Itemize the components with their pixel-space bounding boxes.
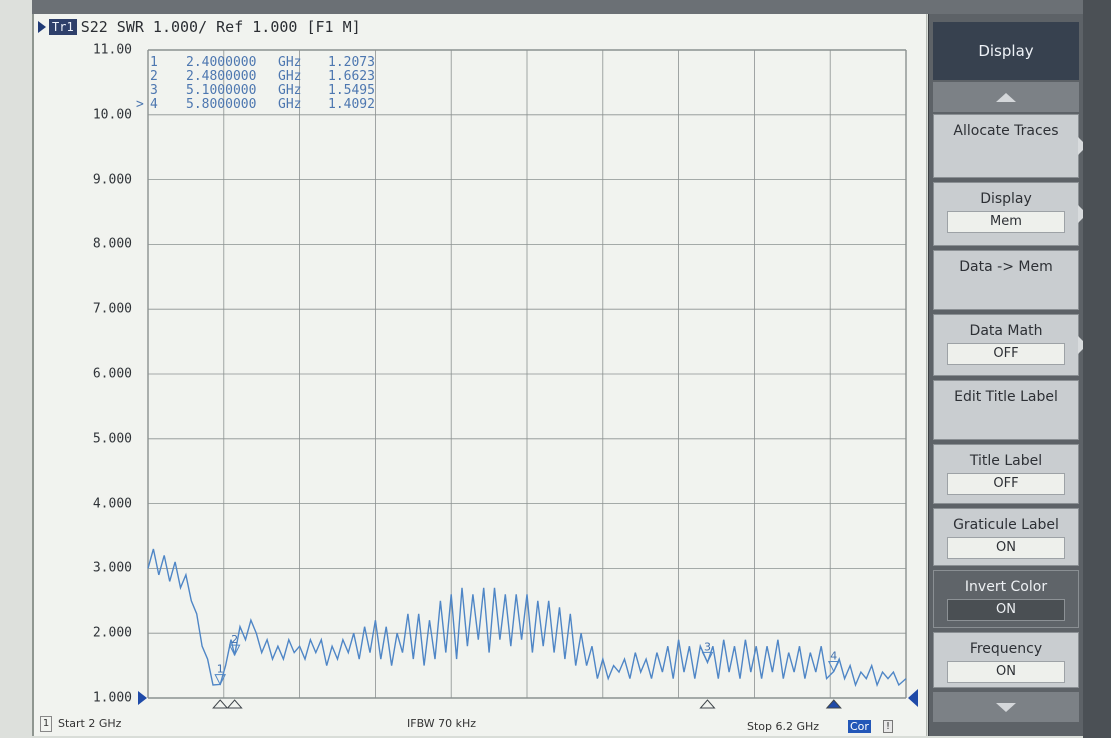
marker-icon	[701, 651, 714, 664]
marker-value: 1.2073	[328, 55, 375, 70]
marker-id: 1	[150, 55, 158, 70]
trace-header: Tr1 S22 SWR 1.000/ Ref 1.000 [F1 M]	[38, 16, 361, 38]
marker-table-row: 1 2.4000000 GHz 1.2073	[136, 56, 388, 70]
softkey-title-label[interactable]: Title Label OFF	[933, 444, 1079, 504]
reference-level-arrow-icon	[138, 691, 147, 705]
y-tick-label: 1.000	[92, 690, 132, 706]
submenu-arrow-icon	[1078, 205, 1087, 223]
softkey-value: Mem	[947, 211, 1065, 233]
softkey-label: Invert Color	[964, 579, 1048, 595]
softkey-graticule-label[interactable]: Graticule Label ON	[933, 508, 1079, 566]
softkey-value: ON	[947, 537, 1065, 559]
stop-edge-arrow-icon	[908, 689, 918, 707]
y-tick-label: 8.000	[92, 236, 132, 252]
marker-value: 1.5495	[328, 83, 375, 98]
status-bar: 1 Start 2 GHz IFBW 70 kHz Stop 6.2 GHz C…	[40, 714, 904, 734]
marker-icon	[828, 660, 840, 673]
right-bezel	[1083, 0, 1111, 738]
marker-number: 1	[217, 663, 224, 676]
marker-icon	[228, 644, 241, 657]
correction-badge: Cor	[848, 720, 871, 733]
ifbw-readout[interactable]: IFBW 70 kHz	[407, 717, 477, 730]
marker-unit: GHz	[278, 83, 302, 98]
menu-title: Display	[933, 22, 1079, 80]
top-bezel	[0, 0, 1111, 14]
marker-stimulus-icon	[226, 699, 243, 709]
scroll-up-button[interactable]	[933, 82, 1079, 112]
softkey-invert-color[interactable]: Invert Color ON	[933, 570, 1079, 628]
marker-number: 4	[830, 649, 837, 662]
y-tick-label: 2.000	[92, 625, 132, 641]
softkey-panel: Display Allocate Traces Display Mem Data ->…	[928, 14, 1087, 736]
marker-value: 1.6623	[328, 69, 375, 84]
plot-area	[32, 14, 927, 736]
start-frequency[interactable]: Start 2 GHz	[58, 717, 122, 730]
marker-stimulus-icon	[825, 699, 842, 709]
y-tick-label: 7.000	[92, 301, 132, 317]
softkey-label: Frequency	[969, 641, 1043, 657]
y-tick-label: 3.000	[92, 560, 132, 576]
marker-unit: GHz	[278, 55, 302, 70]
marker-value: 1.4092	[328, 97, 375, 112]
softkey-data-mem[interactable]: Data -> Mem	[933, 250, 1079, 310]
softkey-value: ON	[947, 661, 1065, 683]
marker-id: 2	[150, 69, 158, 84]
softkey-edit-title-label[interactable]: Edit Title Label	[933, 380, 1079, 440]
marker-stimulus-icon	[212, 699, 229, 709]
marker-number: 2	[231, 633, 238, 646]
softkey-allocate-traces[interactable]: Allocate Traces	[933, 114, 1087, 178]
softkey-value: ON	[947, 599, 1065, 621]
marker-unit: GHz	[278, 97, 302, 112]
warning-indicator: !	[883, 720, 894, 733]
marker-id: 3	[150, 83, 158, 98]
submenu-arrow-icon	[1078, 137, 1087, 155]
y-tick-label: 6.000	[92, 366, 132, 382]
marker-frequency: 2.4000000	[186, 55, 257, 70]
softkey-label: Data -> Mem	[959, 259, 1053, 275]
softkey-label: Title Label	[969, 453, 1043, 469]
trace-badge[interactable]: Tr1	[49, 19, 77, 35]
marker-frequency: 2.4800000	[186, 69, 257, 84]
softkey-value: OFF	[947, 343, 1065, 365]
softkey-label: Graticule Label	[953, 517, 1059, 533]
submenu-arrow-icon	[1078, 336, 1087, 354]
trace-info: S22 SWR 1.000/ Ref 1.000 [F1 M]	[80, 18, 361, 36]
y-tick-label: 10.00	[92, 107, 132, 123]
y-tick-label: 4.000	[92, 496, 132, 512]
y-tick-label: 5.000	[92, 431, 132, 447]
marker-stimulus-icon	[699, 699, 716, 709]
marker-frequency: 5.1000000	[186, 83, 257, 98]
trace-select-arrow-icon	[38, 21, 46, 33]
marker-table-row: 2 2.4800000 GHz 1.6623	[136, 70, 388, 84]
arrow-up-icon	[996, 92, 1016, 102]
y-tick-label: 11.00	[92, 42, 132, 58]
softkey-label: Edit Title Label	[954, 389, 1058, 405]
softkey-value: OFF	[947, 473, 1065, 495]
left-bezel	[0, 0, 32, 738]
channel-indicator[interactable]: 1	[40, 716, 52, 732]
y-tick-label: 9.000	[92, 172, 132, 188]
softkey-data-math[interactable]: Data Math OFF	[933, 314, 1087, 376]
marker-unit: GHz	[278, 69, 302, 84]
softkey-label: Allocate Traces	[953, 123, 1059, 139]
arrow-down-icon	[996, 702, 1016, 712]
scroll-down-button[interactable]	[933, 692, 1079, 722]
stop-frequency[interactable]: Stop 6.2 GHz	[747, 720, 820, 733]
marker-icon	[214, 674, 226, 686]
marker-id: 4	[150, 97, 158, 112]
marker-table-row: >4 5.8000000 GHz 1.4092	[136, 98, 388, 112]
y-axis-ticks: 11.00 10.00 9.000 8.000 7.000 6.000 5.000 4.000…	[60, 40, 140, 710]
softkey-label: Display	[980, 191, 1032, 207]
marker-active-prefix: >	[136, 97, 144, 112]
softkey-frequency[interactable]: Frequency ON	[933, 632, 1079, 688]
softkey-display[interactable]: Display Mem	[933, 182, 1087, 246]
swr-trace-line	[147, 548, 907, 688]
marker-table: 1 2.4000000 GHz 1.2073 2 2.4800000 GHz 1.6623 3 5…	[136, 56, 388, 112]
marker-number: 3	[704, 640, 711, 653]
softkey-label: Data Math	[969, 323, 1043, 339]
marker-table-row: 3 5.1000000 GHz 1.5495	[136, 84, 388, 98]
marker-frequency: 5.8000000	[186, 97, 257, 112]
